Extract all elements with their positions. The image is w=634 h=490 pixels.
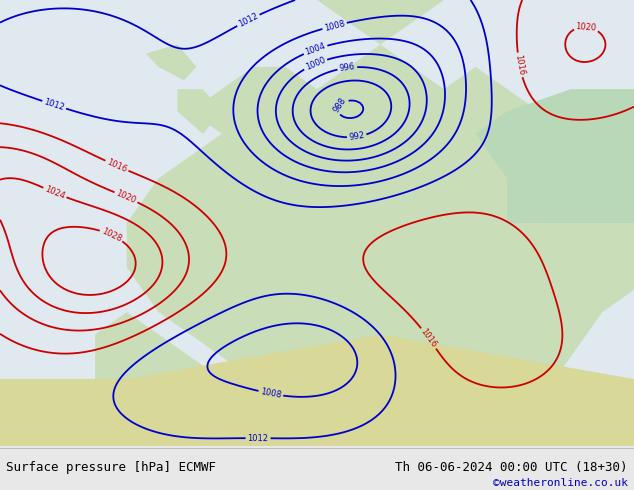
Polygon shape (146, 45, 197, 80)
Text: Surface pressure [hPa] ECMWF: Surface pressure [hPa] ECMWF (6, 462, 216, 474)
Text: 1008: 1008 (323, 19, 346, 33)
Text: 1020: 1020 (115, 189, 138, 205)
Polygon shape (0, 0, 634, 446)
Text: ©weatheronline.co.uk: ©weatheronline.co.uk (493, 478, 628, 488)
Text: 988: 988 (332, 96, 348, 115)
Text: 1024: 1024 (44, 185, 67, 201)
Polygon shape (127, 45, 634, 446)
Text: 1012: 1012 (42, 98, 65, 112)
Polygon shape (178, 89, 222, 134)
Polygon shape (95, 312, 317, 446)
Text: 1000: 1000 (304, 56, 327, 72)
Text: 1028: 1028 (100, 226, 123, 244)
Text: 1016: 1016 (105, 157, 128, 174)
Text: 1008: 1008 (259, 387, 282, 400)
Text: 992: 992 (348, 131, 365, 142)
Polygon shape (317, 0, 444, 45)
Text: 1012: 1012 (237, 11, 260, 29)
Text: 1012: 1012 (247, 434, 269, 443)
Polygon shape (476, 89, 634, 223)
Text: 1016: 1016 (513, 54, 526, 76)
Text: 1004: 1004 (304, 42, 327, 57)
Text: 1016: 1016 (419, 327, 439, 349)
Polygon shape (0, 334, 634, 446)
Text: 996: 996 (339, 62, 356, 74)
Text: 1020: 1020 (576, 22, 597, 32)
Text: Th 06-06-2024 00:00 UTC (18+30): Th 06-06-2024 00:00 UTC (18+30) (395, 462, 628, 474)
